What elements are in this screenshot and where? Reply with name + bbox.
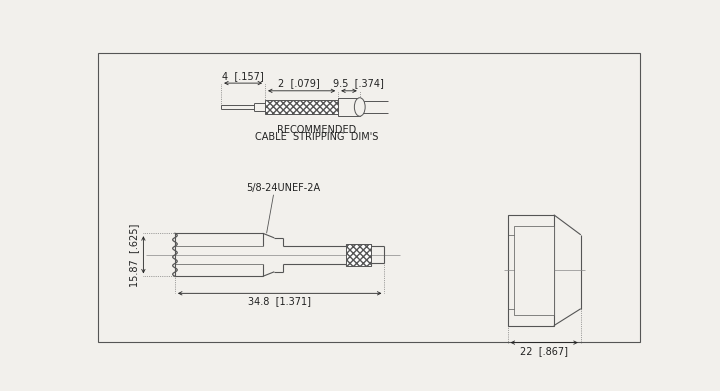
Bar xyxy=(346,244,372,265)
Text: 9.5  [.374]: 9.5 [.374] xyxy=(333,79,384,88)
Bar xyxy=(265,100,338,114)
Text: 15.87  [.625]: 15.87 [.625] xyxy=(130,223,140,287)
Bar xyxy=(338,98,360,116)
Text: 34.8  [1.371]: 34.8 [1.371] xyxy=(248,296,311,307)
Bar xyxy=(508,215,554,326)
Ellipse shape xyxy=(354,98,365,116)
Bar xyxy=(514,226,554,315)
Text: 22  [.867]: 22 [.867] xyxy=(520,346,568,356)
Text: 5/8-24UNEF-2A: 5/8-24UNEF-2A xyxy=(246,183,320,193)
Text: 2  [.079]: 2 [.079] xyxy=(278,79,320,88)
Text: RECOMMENDED: RECOMMENDED xyxy=(276,125,356,135)
Text: 4  [.157]: 4 [.157] xyxy=(222,71,264,81)
Text: CABLE  STRIPPING  DIM'S: CABLE STRIPPING DIM'S xyxy=(255,133,378,142)
